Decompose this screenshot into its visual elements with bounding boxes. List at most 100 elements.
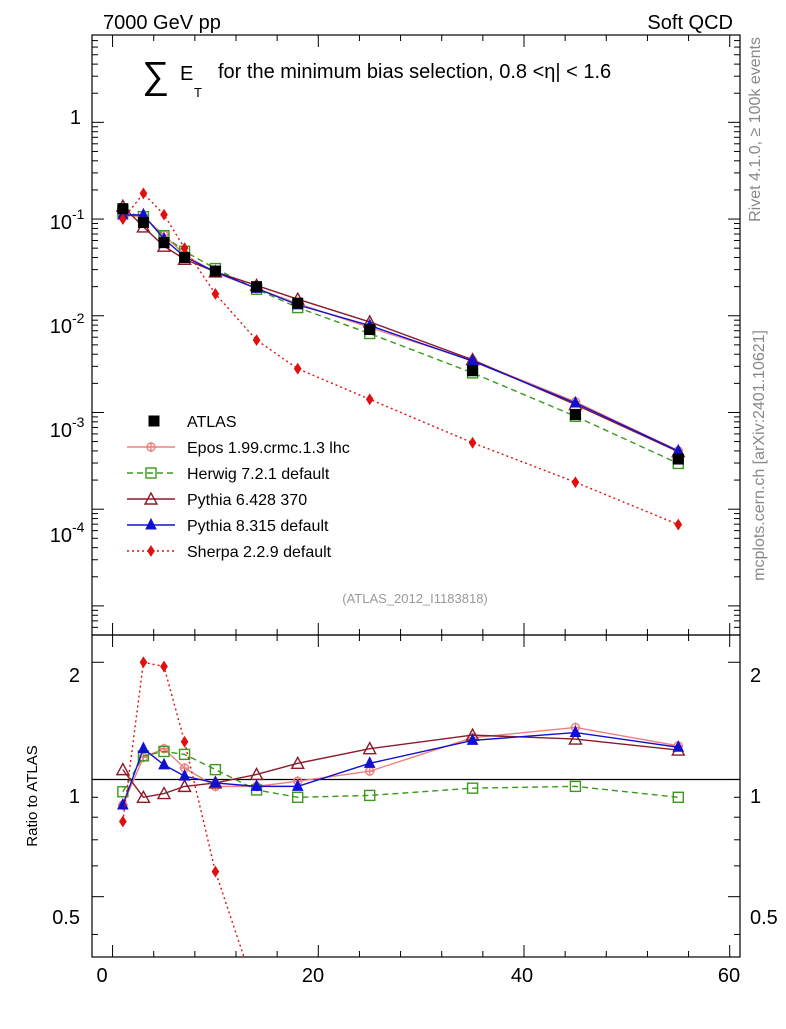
main-point-atlas <box>158 237 170 249</box>
xtick-labels: 0 20 40 60 <box>96 965 740 987</box>
ytick-label-0.0001-exp: -4 <box>72 519 85 535</box>
legend-mark-epos-1-99-crmc-1-3-lhc <box>146 442 156 452</box>
ratio-point-pythia-8-315-default <box>291 779 304 791</box>
ratio-point-pythia-8-315-default <box>569 725 582 738</box>
ratio-point-pythia-6-428-370 <box>290 755 305 770</box>
ratio-point-pythia-6-428-370 <box>568 731 583 745</box>
ratio-point-herwig-7-2-1-default <box>292 791 304 803</box>
main-point-atlas <box>672 453 684 465</box>
ratio-point-sherpa-2-2-9-default <box>119 815 127 828</box>
ratio-point-pythia-6-428-370 <box>177 778 192 793</box>
ratio-axis-ticks <box>92 635 740 957</box>
ratio-point-pythia-6-428-370 <box>156 786 172 800</box>
ratio-line-pythia-8-315-default <box>122 731 679 806</box>
ytick-label-1: 1 <box>70 107 81 129</box>
title-sum-symbol: ∑ <box>142 55 169 97</box>
ratio-ytick-label-2-right: 2 <box>750 665 761 687</box>
xtick-label-60: 60 <box>718 965 740 987</box>
title-text: for the minimum bias selection, 0.8 <η| … <box>218 61 611 83</box>
main-point-atlas <box>179 252 191 264</box>
ratio-point-pythia-8-315-default <box>363 756 376 768</box>
main-point-sherpa-2-2-9-default <box>365 393 374 406</box>
ratio-ytick-label-1-left: 1 <box>69 786 80 808</box>
ratio-point-herwig-7-2-1-default <box>209 763 222 776</box>
title-t-subscript: T <box>194 85 202 100</box>
ytick-label-0.001-exp: -3 <box>72 414 85 430</box>
ratio-ylabel: Ratio to ATLAS <box>24 745 41 846</box>
header-right: Soft QCD <box>647 12 733 34</box>
ratio-point-pythia-8-315-default <box>466 733 479 745</box>
legend-mark-sherpa-2-2-9-default <box>147 545 155 557</box>
legend-mark-atlas <box>148 415 160 427</box>
legend-label-pythia8: Pythia 8.315 default <box>187 518 329 535</box>
ratio-ytick-label-0.5-right: 0.5 <box>750 907 778 929</box>
main-point-atlas <box>137 217 149 229</box>
ratio-line-pythia-6-428-370 <box>122 734 679 799</box>
title-e-letter: E <box>180 63 193 85</box>
main-series <box>115 187 686 531</box>
legend-label-pythia6: Pythia 6.428 370 <box>187 492 307 509</box>
legend-label-epos: Epos 1.99.crmc.1.3 lhc <box>187 440 350 457</box>
ratio-point-pythia-8-315-default <box>209 775 222 788</box>
legend: ATLAS Epos 1.99.crmc.1.3 lhc Herwig 7.2.… <box>127 414 350 561</box>
ratio-point-sherpa-2-2-9-default <box>211 865 220 878</box>
main-point-atlas <box>251 281 263 293</box>
ratio-point-herwig-7-2-1-default <box>158 745 170 758</box>
side-label-bottom: mcplots.cern.ch [arXiv:2401.10621] <box>751 330 768 581</box>
legend-label-sherpa: Sherpa 2.2.9 default <box>187 544 332 561</box>
main-point-pythia-8-315-default <box>466 353 479 366</box>
main-point-atlas <box>117 203 129 215</box>
main-axis-ticks <box>92 34 740 635</box>
ratio-ytick-label-0.5-left: 0.5 <box>52 907 80 929</box>
ratio-point-pythia-8-315-default <box>672 740 685 752</box>
main-ytick-labels: 1 10 -1 10 -2 10 -3 10 -4 <box>50 107 85 547</box>
header-left: 7000 GeV pp <box>103 12 221 34</box>
xtick-label-40: 40 <box>511 965 533 987</box>
ratio-series <box>115 656 686 1000</box>
legend-mark-herwig-7-2-1-default <box>145 467 157 479</box>
ytick-label-0.001: 10 <box>50 420 72 442</box>
main-point-pythia-8-315-default <box>569 395 582 408</box>
main-point-atlas <box>467 365 479 377</box>
ytick-label-0.1-exp: -1 <box>72 206 85 222</box>
ratio-line-sherpa-2-2-9-default <box>122 661 245 957</box>
ratio-line-epos-1-99-crmc-1-3-lhc <box>122 726 679 806</box>
xtick-label-20: 20 <box>302 965 324 987</box>
watermark: (ATLAS_2012_I1183818) <box>342 591 488 606</box>
ratio-point-pythia-8-315-default <box>158 757 170 770</box>
ratio-point-herwig-7-2-1-default <box>569 780 582 793</box>
ratio-point-pythia-8-315-default <box>178 769 191 781</box>
ratio-point-pythia-6-428-370 <box>136 789 151 803</box>
ytick-label-0.0001: 10 <box>50 525 72 547</box>
legend-label-atlas: ATLAS <box>187 414 237 431</box>
main-point-sherpa-2-2-9-default <box>674 518 683 531</box>
ratio-ytick-label-2-left: 2 <box>69 665 80 687</box>
main-point-sherpa-2-2-9-default <box>571 476 580 489</box>
xtick-label-0: 0 <box>96 965 107 987</box>
ytick-label-0.01-exp: -2 <box>72 310 85 326</box>
main-point-sherpa-2-2-9-default <box>119 213 127 226</box>
main-line-herwig-7-2-1-default <box>122 211 679 465</box>
legend-label-herwig: Herwig 7.2.1 default <box>187 466 330 483</box>
ratio-point-pythia-8-315-default <box>137 741 150 754</box>
main-point-sherpa-2-2-9-default <box>160 208 168 221</box>
ratio-point-pythia-6-428-370 <box>362 741 377 755</box>
ratio-point-pythia-8-315-default <box>250 779 263 791</box>
main-point-sherpa-2-2-9-default <box>252 334 261 347</box>
ratio-ytick-labels: 2 1 0.5 2 1 0.5 <box>52 665 778 929</box>
ratio-line-herwig-7-2-1-default <box>122 750 679 798</box>
legend-mark-pythia-6-428-370 <box>143 491 159 505</box>
main-point-sherpa-2-2-9-default <box>211 288 220 300</box>
ratio-point-sherpa-2-2-9-default <box>160 660 168 673</box>
main-point-atlas <box>569 409 581 421</box>
side-label-top: Rivet 4.1.0, ≥ 100k events <box>747 37 764 222</box>
main-point-atlas <box>292 297 304 309</box>
ratio-point-sherpa-2-2-9-default <box>253 990 260 1000</box>
ratio-ytick-label-1-right: 1 <box>750 786 761 808</box>
main-line-sherpa-2-2-9-default <box>122 192 679 526</box>
ratio-point-herwig-7-2-1-default <box>466 782 479 794</box>
main-point-atlas <box>209 265 221 277</box>
ratio-point-pythia-6-428-370 <box>115 762 131 776</box>
main-point-sherpa-2-2-9-default <box>293 362 302 375</box>
